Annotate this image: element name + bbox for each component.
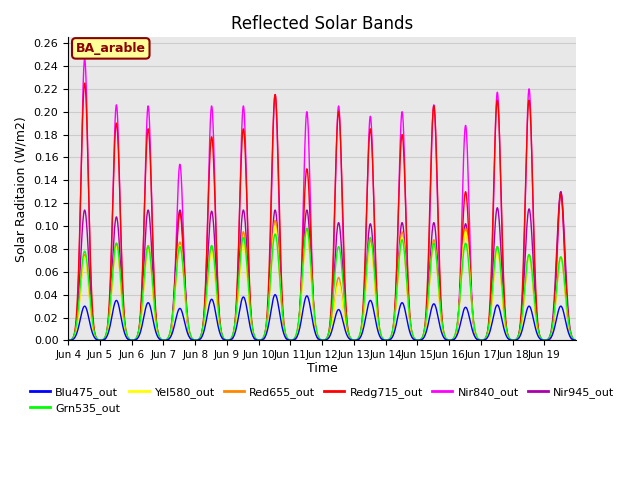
Text: BA_arable: BA_arable [76, 42, 146, 55]
X-axis label: Time: Time [307, 361, 337, 374]
Y-axis label: Solar Raditaion (W/m2): Solar Raditaion (W/m2) [15, 116, 28, 262]
Title: Reflected Solar Bands: Reflected Solar Bands [231, 15, 413, 33]
Legend: Blu475_out, Grn535_out, Yel580_out, Red655_out, Redg715_out, Nir840_out, Nir945_: Blu475_out, Grn535_out, Yel580_out, Red6… [25, 383, 619, 419]
